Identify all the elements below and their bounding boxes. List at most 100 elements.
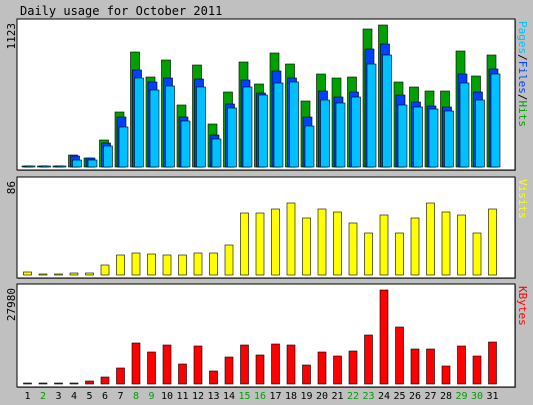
visits-bar-visits-9 [147, 253, 156, 276]
visits-bar-visits-31 [488, 208, 497, 276]
x-axis-labels: 1 2 3 4 5 6 7 8 9 10 11 12 13 14 15 16 17 18 19 20 21 22 23 24 2… [24, 391, 498, 402]
visits-bar-visits-3 [54, 273, 63, 276]
visits-bar-visits-23 [364, 232, 373, 276]
hits-bar-pages-9 [149, 89, 160, 168]
kbytes-bar-kbytes-17 [271, 343, 280, 385]
hits-bar-pages-15 [242, 86, 253, 168]
visits-bar-visits-18 [286, 202, 296, 276]
visits-series-visits [23, 202, 497, 276]
kbytes-bar-kbytes-18 [286, 344, 296, 385]
hits-bar-pages-24 [382, 54, 392, 168]
x-tick-label-27: 27 [424, 391, 436, 402]
hits-legend-item-0: Pages [516, 21, 529, 54]
hits-bar-pages-7 [118, 126, 129, 168]
visits-bar-visits-8 [131, 252, 141, 276]
x-tick-label-23: 23 [362, 391, 374, 402]
kbytes-bar-kbytes-1 [23, 382, 32, 385]
hits-bar-pages-22 [351, 96, 361, 168]
x-tick-label-12: 12 [192, 391, 204, 402]
x-tick-label-15: 15 [238, 391, 250, 402]
x-tick-label-2: 2 [40, 391, 46, 402]
x-tick-label-17: 17 [269, 391, 281, 402]
x-tick-label-22: 22 [347, 391, 359, 402]
kbytes-bar-kbytes-14 [224, 356, 234, 385]
x-tick-label-30: 30 [471, 391, 483, 402]
hits-bar-pages-28 [444, 110, 454, 168]
hits-bar-pages-2 [41, 165, 51, 168]
kbytes-bar-kbytes-29 [457, 345, 466, 385]
hits-bar-pages-25 [397, 104, 408, 168]
kbytes-bar-kbytes-25 [395, 326, 404, 385]
hits-bar-pages-29 [459, 82, 470, 168]
visits-bar-visits-1 [23, 271, 32, 276]
kbytes-bar-kbytes-26 [410, 348, 420, 385]
kbytes-bar-kbytes-4 [69, 382, 79, 385]
kbytes-panel: 27980 KBytes [5, 283, 529, 388]
hits-series-pages [25, 54, 501, 168]
kbytes-bar-kbytes-21 [333, 355, 342, 385]
visits-bar-visits-27 [426, 202, 435, 276]
hits-bar-pages-31 [490, 73, 501, 168]
x-tick-label-14: 14 [223, 391, 235, 402]
hits-bar-pages-26 [413, 106, 423, 168]
hits-legend-item-3: / [516, 94, 529, 101]
visits-bar-visits-17 [271, 208, 280, 276]
visits-bar-visits-22 [348, 222, 358, 276]
kbytes-bar-kbytes-7 [116, 367, 125, 385]
x-tick-label-21: 21 [331, 391, 343, 402]
hits-bar-pages-8 [134, 77, 144, 168]
visits-bar-visits-2 [38, 273, 48, 276]
visits-bar-visits-20 [317, 208, 327, 276]
x-tick-label-20: 20 [316, 391, 328, 402]
kbytes-legend: KBytes [516, 286, 529, 326]
x-tick-label-4: 4 [71, 391, 77, 402]
kbytes-panel-frame [16, 283, 516, 388]
hits-bar-pages-6 [103, 145, 113, 168]
kbytes-bar-kbytes-2 [38, 382, 48, 385]
kbytes-legend-item-0: KBytes [516, 286, 529, 326]
visits-legend-item-0: Visits [516, 179, 529, 219]
kbytes-bar-kbytes-20 [317, 351, 327, 385]
kbytes-bar-kbytes-28 [441, 365, 451, 385]
kbytes-bar-kbytes-13 [209, 370, 218, 385]
x-tick-label-28: 28 [440, 391, 452, 402]
kbytes-bar-kbytes-15 [240, 344, 249, 385]
hits-bar-pages-4 [72, 159, 82, 168]
kbytes-bar-kbytes-9 [147, 351, 156, 385]
visits-bar-visits-15 [240, 212, 249, 276]
kbytes-bar-kbytes-24 [379, 289, 389, 385]
x-tick-label-3: 3 [55, 391, 61, 402]
x-tick-label-7: 7 [117, 391, 123, 402]
visits-panel: 86 Visits [5, 176, 529, 279]
visits-bar-visits-16 [255, 212, 265, 276]
visits-legend: Visits [516, 179, 529, 219]
x-tick-label-10: 10 [161, 391, 173, 402]
hits-bar-pages-13 [211, 138, 222, 168]
kbytes-bar-kbytes-19 [302, 364, 311, 385]
visits-bar-visits-24 [379, 214, 389, 276]
x-tick-label-5: 5 [86, 391, 92, 402]
kbytes-bar-kbytes-22 [348, 350, 358, 385]
x-tick-label-8: 8 [133, 391, 139, 402]
visits-bar-visits-11 [178, 254, 187, 276]
kbytes-bar-kbytes-3 [54, 382, 63, 385]
hits-bar-pages-11 [180, 120, 191, 168]
kbytes-bar-kbytes-5 [85, 380, 94, 385]
kbytes-bar-kbytes-23 [364, 334, 373, 385]
visits-bar-visits-25 [395, 232, 404, 276]
hits-panel: 1123 Pages/Files/Hits [5, 18, 529, 171]
kbytes-series-kbytes [23, 289, 497, 385]
x-tick-label-26: 26 [409, 391, 421, 402]
hits-bar-pages-3 [56, 165, 67, 168]
kbytes-bar-kbytes-30 [472, 355, 482, 385]
visits-bar-visits-7 [116, 254, 125, 276]
x-tick-label-31: 31 [486, 391, 498, 402]
hits-ymax-label: 1123 [5, 23, 18, 50]
hits-bar-pages-18 [289, 81, 299, 168]
visits-bar-visits-4 [69, 272, 79, 276]
kbytes-bar-kbytes-16 [255, 354, 265, 385]
hits-bar-pages-20 [320, 99, 330, 168]
visits-bar-visits-30 [472, 232, 482, 276]
kbytes-bar-kbytes-11 [178, 363, 187, 385]
